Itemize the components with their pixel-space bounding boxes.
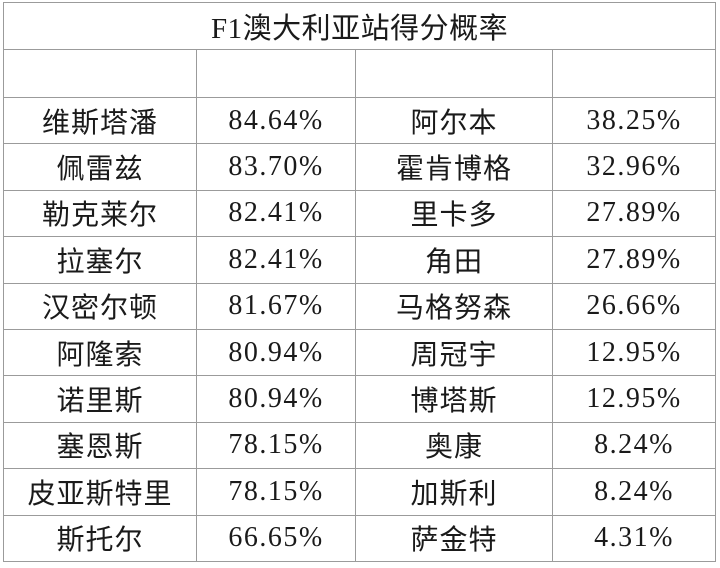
probability-value: 83.70% xyxy=(228,151,324,183)
cell-probability-right: 12.95% xyxy=(551,328,717,377)
table-row: 斯托尔 66.65% 萨金特 4.31% xyxy=(3,514,717,563)
cell-probability-left: 80.94% xyxy=(196,375,356,423)
cell-driver-right: 角田 xyxy=(355,236,553,284)
probability-value: 26.66% xyxy=(586,290,682,322)
cell-driver-left: 斯托尔 xyxy=(3,514,197,563)
cell-probability-left: 80.94% xyxy=(196,328,356,377)
cell-driver-right: 加斯利 xyxy=(355,468,553,516)
cell-driver-left: 维斯塔潘 xyxy=(3,96,197,145)
page-title: F1澳大利亚站得分概率 xyxy=(2,2,717,50)
cell-probability-right: 4.31% xyxy=(551,514,717,563)
table-row: 汉密尔顿 81.67% 马格努森 26.66% xyxy=(3,282,717,330)
cell-driver-left: 佩雷兹 xyxy=(3,143,197,191)
cell-probability-left: 66.65% xyxy=(196,514,356,563)
probability-value: 27.89% xyxy=(586,197,682,229)
cell-probability-right: 12.95% xyxy=(551,375,717,423)
table-row: 诺里斯 80.94% 博塔斯 12.95% xyxy=(3,375,717,423)
cell-driver-right: 马格努森 xyxy=(355,282,553,330)
column-header-driver-left: 车手 xyxy=(3,49,197,98)
cell-probability-left: 78.15% xyxy=(196,421,356,470)
column-header-driver-right: 车手 xyxy=(355,49,553,98)
cell-probability-left: 81.67% xyxy=(196,282,356,330)
probability-value: 82.41% xyxy=(228,243,324,275)
cell-probability-left: 78.15% xyxy=(196,468,356,516)
cell-driver-right: 霍肯博格 xyxy=(355,143,553,191)
probability-value: 66.65% xyxy=(228,522,324,554)
cell-probability-left: 82.41% xyxy=(196,189,356,238)
probability-value: 78.15% xyxy=(228,475,324,507)
cell-driver-left: 塞恩斯 xyxy=(3,421,197,470)
table-row: 阿隆索 80.94% 周冠宇 12.95% xyxy=(3,328,717,377)
header-row: 车手 概率 车手 概率 xyxy=(3,49,717,98)
cell-driver-right: 奥康 xyxy=(355,421,553,470)
cell-probability-left: 84.64% xyxy=(196,96,356,145)
cell-probability-right: 26.66% xyxy=(551,282,717,330)
probability-value: 8.24% xyxy=(594,475,674,507)
probability-value: 38.25% xyxy=(586,104,682,136)
cell-driver-left: 汉密尔顿 xyxy=(3,282,197,330)
probability-value: 82.41% xyxy=(228,197,324,229)
cell-driver-right: 阿尔本 xyxy=(355,96,553,145)
probability-value: 78.15% xyxy=(228,429,324,461)
cell-driver-left: 勒克莱尔 xyxy=(3,189,197,238)
cell-driver-left: 阿隆索 xyxy=(3,328,197,377)
cell-probability-right: 38.25% xyxy=(551,96,717,145)
column-header-probability-left: 概率 xyxy=(196,49,356,98)
table-row: 塞恩斯 78.15% 奥康 8.24% xyxy=(3,421,717,470)
cell-probability-right: 27.89% xyxy=(551,236,717,284)
probability-value: 80.94% xyxy=(228,336,324,368)
cell-probability-right: 27.89% xyxy=(551,189,717,238)
probability-value: 84.64% xyxy=(228,104,324,136)
probability-value: 80.94% xyxy=(228,383,324,415)
cell-driver-right: 萨金特 xyxy=(355,514,553,563)
cell-driver-left: 拉塞尔 xyxy=(3,236,197,284)
cell-probability-left: 82.41% xyxy=(196,236,356,284)
cell-probability-right: 8.24% xyxy=(551,421,717,470)
probability-value: 27.89% xyxy=(586,243,682,275)
cell-probability-right: 8.24% xyxy=(551,468,717,516)
table-row: 皮亚斯特里 78.15% 加斯利 8.24% xyxy=(3,468,717,516)
cell-driver-right: 里卡多 xyxy=(355,189,553,238)
cell-driver-left: 诺里斯 xyxy=(3,375,197,423)
table-row: 勒克莱尔 82.41% 里卡多 27.89% xyxy=(3,189,717,238)
probability-value: 12.95% xyxy=(586,383,682,415)
column-header-probability-right: 概率 xyxy=(551,49,717,98)
table-row: 拉塞尔 82.41% 角田 27.89% xyxy=(3,236,717,284)
probability-value: 81.67% xyxy=(228,290,324,322)
cell-probability-left: 83.70% xyxy=(196,143,356,191)
probability-value: 4.31% xyxy=(594,522,674,554)
title-row: F1澳大利亚站得分概率 xyxy=(2,2,717,50)
table-row: 维斯塔潘 84.64% 阿尔本 38.25% xyxy=(3,96,717,145)
probability-value: 12.95% xyxy=(586,336,682,368)
probability-value: 32.96% xyxy=(586,151,682,183)
probability-value: 8.24% xyxy=(594,429,674,461)
cell-probability-right: 32.96% xyxy=(551,143,717,191)
cell-driver-right: 博塔斯 xyxy=(355,375,553,423)
table-row: 佩雷兹 83.70% 霍肯博格 32.96% xyxy=(3,143,717,191)
cell-driver-left: 皮亚斯特里 xyxy=(3,468,197,516)
cell-driver-right: 周冠宇 xyxy=(355,328,553,377)
